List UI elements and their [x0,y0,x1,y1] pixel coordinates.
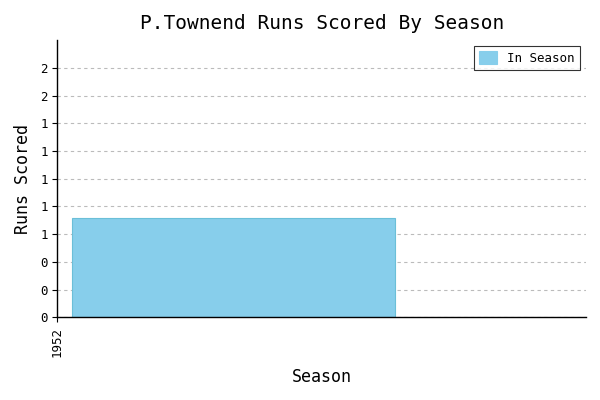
Legend: In Season: In Season [473,46,580,70]
X-axis label: Season: Season [292,368,352,386]
Title: P.Townend Runs Scored By Season: P.Townend Runs Scored By Season [140,14,504,33]
Bar [72,218,395,317]
Y-axis label: Runs Scored: Runs Scored [14,124,32,234]
